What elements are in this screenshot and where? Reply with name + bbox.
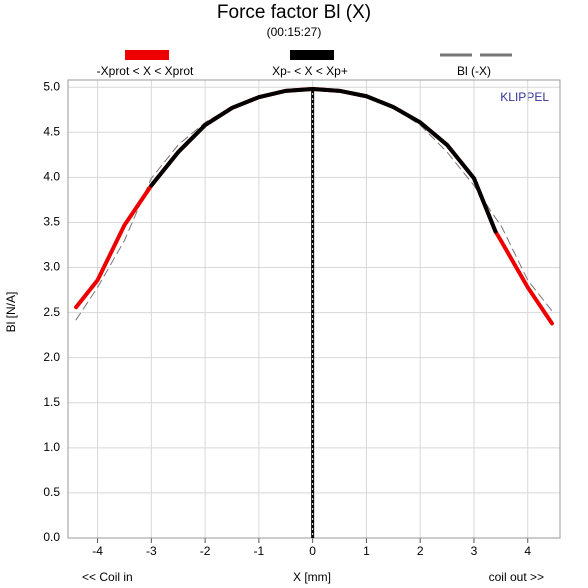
x-tick-label: 4	[524, 544, 531, 558]
y-tick-label: 5.0	[43, 79, 60, 93]
y-tick-label: 3.0	[43, 260, 60, 274]
y-tick-label: 2.5	[43, 305, 60, 319]
x-tick-label: 2	[417, 544, 424, 558]
x-tick-label: -1	[254, 544, 265, 558]
chart-subtitle: (00:15:27)	[267, 25, 322, 39]
legend-label: -Xprot < X < Xprot	[97, 64, 194, 78]
y-tick-label: 2.0	[43, 350, 60, 364]
y-tick-label: 4.0	[43, 170, 60, 184]
annotation: KLIPPEL	[500, 90, 549, 104]
legend-label: Bl (-X)	[457, 64, 491, 78]
legend-label: Xp- < X < Xp+	[272, 64, 348, 78]
series-line	[149, 87, 498, 234]
annotation: coil out >>	[489, 570, 544, 584]
x-tick-label: 1	[363, 544, 370, 558]
x-tick-label: -4	[92, 544, 103, 558]
y-axis-label: Bl [N/A]	[4, 292, 18, 333]
chart-title: Force factor Bl (X)	[217, 2, 371, 23]
y-tick-label: 1.0	[43, 440, 60, 454]
y-tick-label: 1.5	[43, 395, 60, 409]
x-tick-label: -3	[146, 544, 157, 558]
x-tick-label: 3	[471, 544, 478, 558]
x-tick-label: -2	[200, 544, 211, 558]
legend-swatch	[125, 50, 169, 60]
y-tick-label: 4.5	[43, 124, 60, 138]
annotation: << Coil in	[82, 570, 133, 584]
y-tick-label: 0.0	[43, 530, 60, 544]
y-tick-label: 0.5	[43, 485, 60, 499]
y-tick-label: 3.5	[43, 215, 60, 229]
x-tick-label: 0	[309, 544, 316, 558]
x-axis-label: X [mm]	[293, 570, 331, 584]
legend-swatch	[290, 50, 334, 60]
